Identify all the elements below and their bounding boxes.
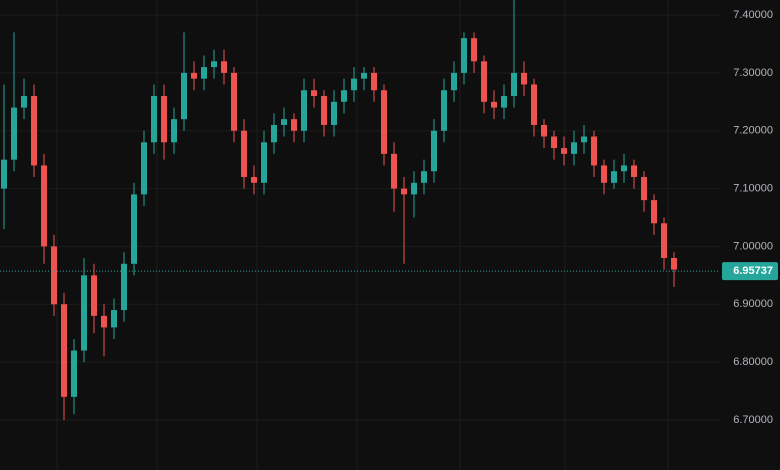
candle-body <box>11 107 17 160</box>
candle-body <box>421 171 427 183</box>
candle-body <box>381 90 387 154</box>
candle-body <box>71 350 77 397</box>
candle-body <box>91 275 97 316</box>
candle-body <box>561 148 567 154</box>
candle-body <box>491 101 497 108</box>
candle-body <box>301 90 307 131</box>
candle-body <box>231 72 237 131</box>
y-tick-label: 6.90000 <box>733 298 773 310</box>
candle-body <box>651 200 657 224</box>
candle-body <box>661 223 667 258</box>
candle-body <box>311 90 317 97</box>
candle-body <box>591 136 597 166</box>
candle-body <box>31 96 37 166</box>
candle-body <box>361 72 367 79</box>
last-price-label: 6.95737 <box>733 265 773 277</box>
candle-body <box>181 72 187 120</box>
candle-body <box>621 165 627 172</box>
y-tick-label: 7.30000 <box>733 67 773 79</box>
candle-body <box>391 153 397 189</box>
candle-body <box>511 72 517 97</box>
candle-body <box>411 182 417 195</box>
candle-body <box>321 96 327 125</box>
candle-body <box>551 136 557 149</box>
candle-body <box>611 171 617 183</box>
candle-body <box>471 38 477 62</box>
candle-body <box>211 61 217 68</box>
candle-body <box>121 263 127 311</box>
y-tick-label: 6.70000 <box>733 414 773 426</box>
y-tick-label: 6.80000 <box>733 356 773 368</box>
y-tick-label: 7.20000 <box>733 125 773 137</box>
candle-body <box>521 72 527 85</box>
candle-body <box>541 124 547 137</box>
candle-body <box>601 165 607 183</box>
candle-body <box>61 304 67 397</box>
candle-body <box>631 165 637 178</box>
candle-body <box>341 90 347 102</box>
candle-body <box>251 177 257 183</box>
candle-body <box>331 101 337 125</box>
candle-body <box>21 96 27 108</box>
candle-body <box>441 90 447 131</box>
y-tick-label: 7.00000 <box>733 240 773 252</box>
y-tick-label: 7.10000 <box>733 182 773 194</box>
candle-body <box>261 142 267 183</box>
candle-body <box>201 67 207 79</box>
candle-body <box>501 96 507 108</box>
candle-body <box>241 130 247 178</box>
y-tick-label: 7.40000 <box>733 9 773 21</box>
candle-body <box>141 142 147 195</box>
candle-body <box>281 119 287 125</box>
candle-body <box>291 119 297 131</box>
candle-body <box>451 72 457 91</box>
candle-body <box>271 124 277 143</box>
candle-body <box>151 96 157 143</box>
candle-body <box>641 177 647 201</box>
candle-body <box>161 96 167 143</box>
candle-body <box>671 257 677 270</box>
candle-body <box>101 315 107 328</box>
candle-body <box>171 119 177 143</box>
candle-body <box>131 194 137 264</box>
candle-body <box>531 84 537 125</box>
candle-body <box>431 130 437 172</box>
last-price-badge <box>722 262 778 281</box>
candle-body <box>401 188 407 195</box>
candle-body <box>371 72 377 91</box>
candle-body <box>191 72 197 79</box>
candle-body <box>111 310 117 328</box>
candle-body <box>81 275 87 351</box>
candle-body <box>581 136 587 143</box>
candle-body <box>51 246 57 305</box>
candle-body <box>1 159 7 189</box>
candle-body <box>571 142 577 154</box>
candle-body <box>221 61 227 73</box>
candle-body <box>351 78 357 91</box>
candle-body <box>461 38 467 73</box>
candle-body <box>41 165 47 247</box>
candle-body <box>481 61 487 102</box>
